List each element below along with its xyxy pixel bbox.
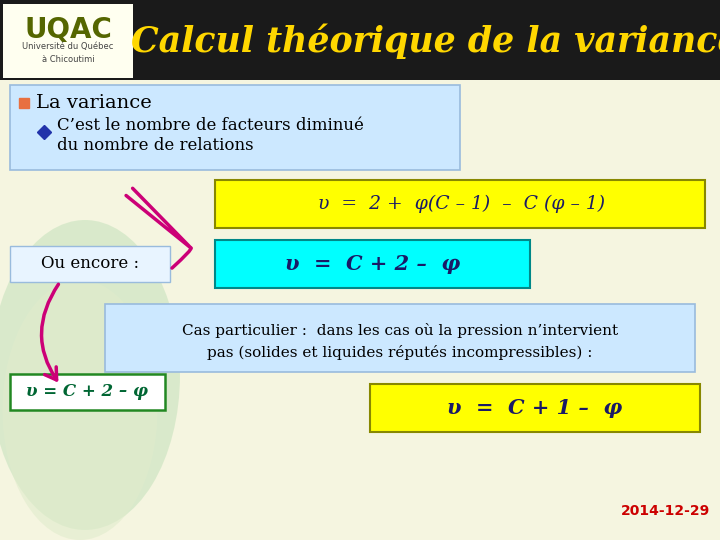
FancyBboxPatch shape [3, 4, 133, 78]
Text: UQAC: UQAC [24, 16, 112, 44]
FancyBboxPatch shape [215, 180, 705, 228]
Text: Université du Québec
à Chicoutimi: Université du Québec à Chicoutimi [22, 42, 114, 64]
Text: υ  =  C + 1 –  φ: υ = C + 1 – φ [447, 398, 623, 418]
Text: pas (solides et liquides réputés incompressibles) :: pas (solides et liquides réputés incompr… [207, 345, 593, 360]
Text: υ = C + 2 – φ: υ = C + 2 – φ [26, 383, 148, 401]
Text: 2014-12-29: 2014-12-29 [621, 504, 710, 518]
Text: du nombre de relations: du nombre de relations [57, 137, 253, 153]
Text: υ  =  C + 2 –  φ: υ = C + 2 – φ [285, 254, 461, 274]
FancyBboxPatch shape [215, 240, 530, 288]
Text: Calcul théorique de la variance: Calcul théorique de la variance [131, 23, 720, 59]
Ellipse shape [2, 280, 158, 540]
Text: C’est le nombre de facteurs diminué: C’est le nombre de facteurs diminué [57, 117, 364, 133]
Text: Ou encore :: Ou encore : [41, 255, 139, 273]
FancyBboxPatch shape [105, 304, 695, 372]
FancyBboxPatch shape [10, 374, 165, 410]
FancyBboxPatch shape [10, 246, 170, 282]
FancyBboxPatch shape [10, 85, 460, 170]
FancyArrowPatch shape [42, 284, 58, 380]
Ellipse shape [0, 220, 180, 530]
Text: Cas particulier :  dans les cas où la pression n’intervient: Cas particulier : dans les cas où la pre… [182, 322, 618, 338]
Text: La variance: La variance [36, 94, 152, 112]
FancyBboxPatch shape [370, 384, 700, 432]
FancyBboxPatch shape [0, 0, 720, 80]
Text: υ  =  2 +  φ(C – 1)  –  C (φ – 1): υ = 2 + φ(C – 1) – C (φ – 1) [318, 195, 606, 213]
